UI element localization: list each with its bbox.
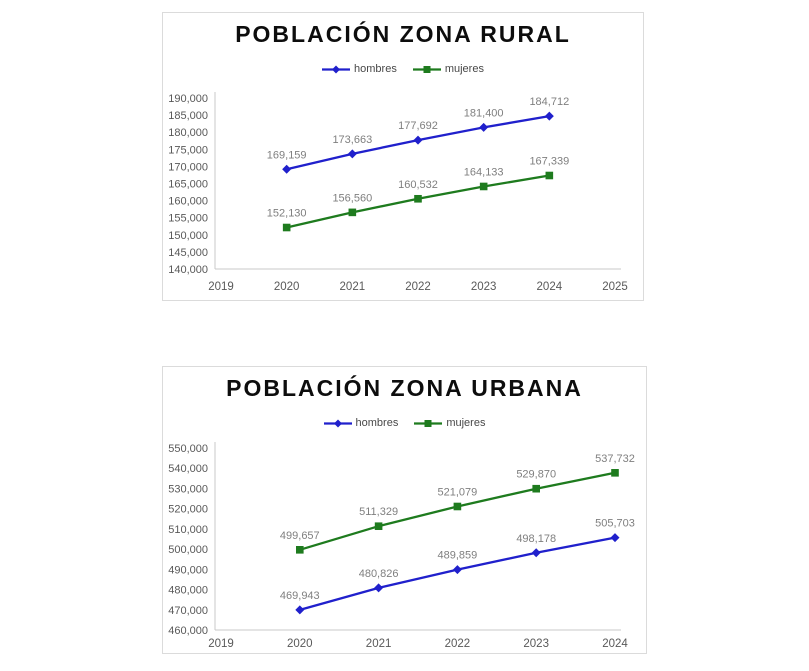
svg-text:460,000: 460,000 bbox=[168, 625, 208, 637]
series-mujeres: 152,130 156,560 160,532 164,133 167,339 bbox=[267, 156, 569, 232]
chart-title-urbana: POBLACIÓN ZONA URBANA bbox=[226, 375, 583, 401]
chart-title-rural: POBLACIÓN ZONA RURAL bbox=[235, 21, 571, 47]
svg-text:165,000: 165,000 bbox=[168, 179, 208, 191]
svg-text:190,000: 190,000 bbox=[168, 93, 208, 105]
series-mujeres: 499,657 511,329 521,079 529,870 537,732 bbox=[280, 453, 635, 554]
urbana-line-chart-canvas: 460,000 470,000 480,000 490,000 500,000 510,0… bbox=[168, 442, 635, 650]
svg-text:520,000: 520,000 bbox=[168, 504, 208, 516]
legend-label-mujeres: mujeres bbox=[444, 63, 484, 75]
svg-text:180,000: 180,000 bbox=[168, 127, 208, 139]
svg-text:164,133: 164,133 bbox=[464, 166, 504, 178]
svg-text:160,532: 160,532 bbox=[398, 179, 438, 191]
hombres-legend-marker-icon bbox=[322, 65, 351, 73]
svg-text:170,000: 170,000 bbox=[168, 161, 208, 173]
svg-text:2021: 2021 bbox=[340, 281, 366, 293]
svg-text:150,000: 150,000 bbox=[168, 230, 208, 242]
svg-text:175,000: 175,000 bbox=[168, 144, 208, 156]
svg-text:2020: 2020 bbox=[274, 281, 300, 293]
legend-item-hombres: hombres bbox=[322, 63, 397, 75]
svg-text:530,000: 530,000 bbox=[168, 483, 208, 495]
svg-text:2022: 2022 bbox=[445, 638, 471, 650]
svg-text:499,657: 499,657 bbox=[280, 530, 320, 542]
svg-text:2023: 2023 bbox=[471, 281, 497, 293]
legend-item-mujeres: mujeres bbox=[414, 417, 485, 429]
svg-text:2019: 2019 bbox=[208, 638, 234, 650]
legend-item-hombres: hombres bbox=[323, 417, 399, 429]
chart-legend-rural: hombres mujeres bbox=[163, 63, 643, 75]
svg-text:181,400: 181,400 bbox=[464, 107, 504, 119]
svg-text:505,703: 505,703 bbox=[595, 518, 635, 530]
svg-text:173,663: 173,663 bbox=[332, 134, 372, 146]
svg-text:511,329: 511,329 bbox=[359, 506, 398, 518]
svg-text:510,000: 510,000 bbox=[168, 524, 208, 536]
svg-text:540,000: 540,000 bbox=[168, 463, 208, 475]
svg-text:529,870: 529,870 bbox=[516, 469, 556, 481]
svg-text:2024: 2024 bbox=[537, 281, 563, 293]
svg-text:469,943: 469,943 bbox=[280, 590, 320, 602]
mujeres-legend-marker-icon bbox=[414, 419, 443, 427]
legend-label-hombres: hombres bbox=[355, 417, 399, 429]
svg-text:2023: 2023 bbox=[523, 638, 549, 650]
svg-text:2022: 2022 bbox=[405, 281, 431, 293]
svg-text:490,000: 490,000 bbox=[168, 564, 208, 576]
svg-text:2024: 2024 bbox=[602, 638, 628, 650]
chart-legend-urbana: hombres mujeres bbox=[163, 417, 646, 429]
mujeres-legend-marker-icon bbox=[412, 65, 441, 73]
svg-text:155,000: 155,000 bbox=[168, 213, 208, 225]
svg-text:2019: 2019 bbox=[208, 281, 234, 293]
axes: 140,000 145,000 150,000 155,000 160,000 165,0… bbox=[168, 92, 628, 293]
svg-text:169,159: 169,159 bbox=[267, 149, 307, 161]
svg-text:2021: 2021 bbox=[366, 638, 392, 650]
svg-text:480,826: 480,826 bbox=[359, 568, 399, 580]
svg-text:550,000: 550,000 bbox=[168, 443, 208, 455]
svg-text:167,339: 167,339 bbox=[529, 156, 569, 168]
svg-text:2025: 2025 bbox=[602, 281, 628, 293]
svg-text:184,712: 184,712 bbox=[529, 96, 569, 108]
svg-text:140,000: 140,000 bbox=[168, 264, 208, 276]
svg-text:2020: 2020 bbox=[287, 638, 313, 650]
svg-text:521,079: 521,079 bbox=[438, 486, 478, 498]
hombres-legend-marker-icon bbox=[323, 419, 352, 427]
rural-line-chart-canvas: 140,000 145,000 150,000 155,000 160,000 165,0… bbox=[168, 92, 628, 293]
svg-text:489,859: 489,859 bbox=[438, 550, 478, 562]
urbana-population-chart-panel: POBLACIÓN ZONA URBANA hombres mujeres 460… bbox=[162, 366, 647, 654]
rural-population-chart-panel: POBLACIÓN ZONA RURAL hombres mujeres 140,… bbox=[162, 12, 644, 301]
legend-label-mujeres: mujeres bbox=[446, 417, 486, 429]
axes: 460,000 470,000 480,000 490,000 500,000 510,0… bbox=[168, 442, 628, 650]
series-hombres: 469,943 480,826 489,859 498,178 505,703 bbox=[280, 518, 635, 615]
svg-text:480,000: 480,000 bbox=[168, 585, 208, 597]
svg-text:500,000: 500,000 bbox=[168, 544, 208, 556]
series-hombres: 169,159 173,663 177,692 181,400 184,712 bbox=[267, 96, 569, 174]
svg-text:470,000: 470,000 bbox=[168, 605, 208, 617]
svg-text:177,692: 177,692 bbox=[398, 120, 438, 132]
svg-text:152,130: 152,130 bbox=[267, 208, 307, 220]
svg-text:185,000: 185,000 bbox=[168, 110, 208, 122]
svg-text:145,000: 145,000 bbox=[168, 247, 208, 259]
legend-label-hombres: hombres bbox=[354, 63, 397, 75]
svg-text:160,000: 160,000 bbox=[168, 196, 208, 208]
svg-text:156,560: 156,560 bbox=[332, 192, 372, 204]
svg-text:498,178: 498,178 bbox=[516, 533, 556, 545]
svg-text:537,732: 537,732 bbox=[595, 453, 635, 465]
legend-item-mujeres: mujeres bbox=[412, 63, 484, 75]
